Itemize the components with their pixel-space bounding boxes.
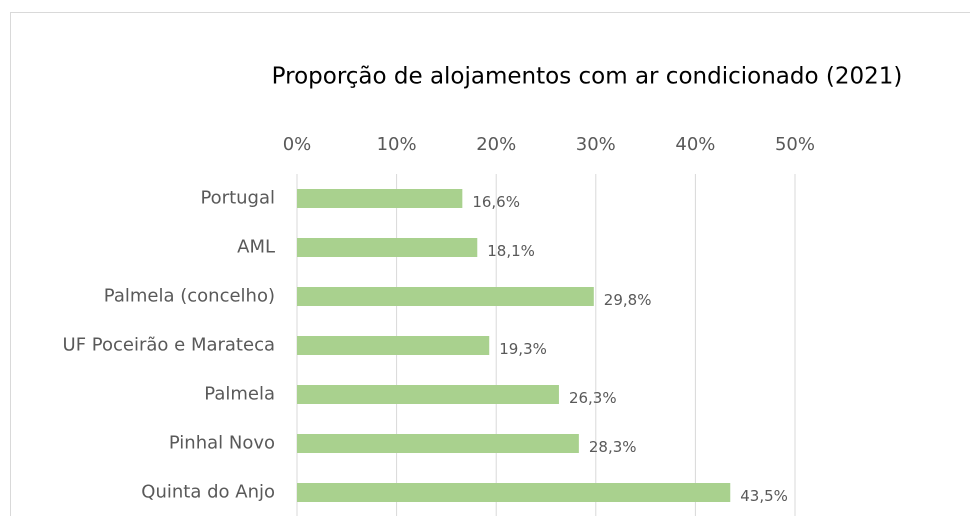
y-tick-label: Portugal: [200, 188, 275, 209]
value-label: 29,8%: [604, 291, 652, 309]
value-label: 26,3%: [569, 389, 617, 407]
bar: [297, 434, 579, 453]
y-tick-label: UF Poceirão e Marateca: [63, 335, 275, 356]
y-tick-label: AML: [237, 237, 275, 258]
x-tick-label: 0%: [283, 134, 312, 155]
y-tick-label: Palmela: [204, 384, 275, 405]
bar: [297, 483, 731, 502]
x-tick-label: 30%: [576, 134, 616, 155]
x-tick-label: 40%: [675, 134, 715, 155]
x-tick-label: 50%: [775, 134, 815, 155]
y-tick-label: Pinhal Novo: [169, 433, 275, 454]
chart-border: [10, 12, 970, 516]
bar: [297, 287, 594, 306]
value-label: 19,3%: [499, 340, 547, 358]
x-tick-label: 10%: [377, 134, 417, 155]
y-tick-label: Palmela (concelho): [104, 286, 275, 307]
bar: [297, 238, 478, 257]
value-label: 16,6%: [472, 193, 520, 211]
x-tick-label: 20%: [476, 134, 516, 155]
y-tick-label: Quinta do Anjo: [141, 482, 275, 503]
bar: [297, 385, 559, 404]
chart-title: Proporção de alojamentos com ar condicio…: [272, 64, 903, 90]
value-label: 28,3%: [589, 438, 637, 456]
bar: [297, 189, 463, 208]
bar: [297, 336, 490, 355]
value-label: 18,1%: [487, 242, 535, 260]
value-label: 43,5%: [740, 487, 788, 505]
